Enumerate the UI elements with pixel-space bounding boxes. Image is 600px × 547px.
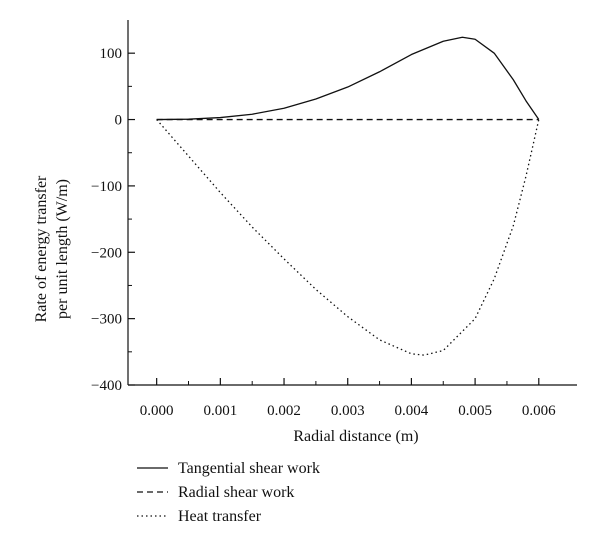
x-tick-label: 0.001 bbox=[203, 403, 237, 419]
plot-series bbox=[156, 36, 540, 356]
y-axis-title-line-2: per unit length (W/m) bbox=[54, 179, 71, 319]
y-tick-label: 0 bbox=[115, 113, 123, 129]
y-axis-title: Rate of energy transfer per unit length … bbox=[33, 175, 71, 322]
y-axis-title-line-1: Rate of energy transfer bbox=[33, 175, 50, 322]
legend-label-radial-shear-work: Radial shear work bbox=[178, 484, 294, 501]
x-axis-title: Radial distance (m) bbox=[293, 428, 418, 445]
x-tick-label: 0.004 bbox=[395, 403, 429, 419]
x-tick-label: 0.006 bbox=[522, 403, 556, 419]
y-tick-label: −300 bbox=[91, 312, 122, 328]
y-tick-label: −200 bbox=[91, 245, 122, 261]
series-line-heat-transfer bbox=[156, 119, 540, 356]
series-line-tangential-shear-work bbox=[156, 36, 540, 121]
y-tick-label: −400 bbox=[91, 378, 122, 394]
x-tick-label: 0.002 bbox=[267, 403, 301, 419]
x-tick-label: 0.005 bbox=[458, 403, 492, 419]
legend-label-tangential-shear-work: Tangential shear work bbox=[178, 460, 320, 477]
legend: Tangential shear work Radial shear work He… bbox=[137, 460, 320, 525]
x-tick-label: 0.000 bbox=[140, 403, 174, 419]
y-tick-label: −100 bbox=[91, 179, 122, 195]
y-tick-label: 100 bbox=[100, 46, 123, 62]
legend-label-heat-transfer: Heat transfer bbox=[178, 508, 262, 525]
x-tick-label: 0.003 bbox=[331, 403, 365, 419]
plot-axes: −400 −300 −200 −100 0 100 0.000 0.001 0.002 0.003… bbox=[91, 20, 577, 419]
